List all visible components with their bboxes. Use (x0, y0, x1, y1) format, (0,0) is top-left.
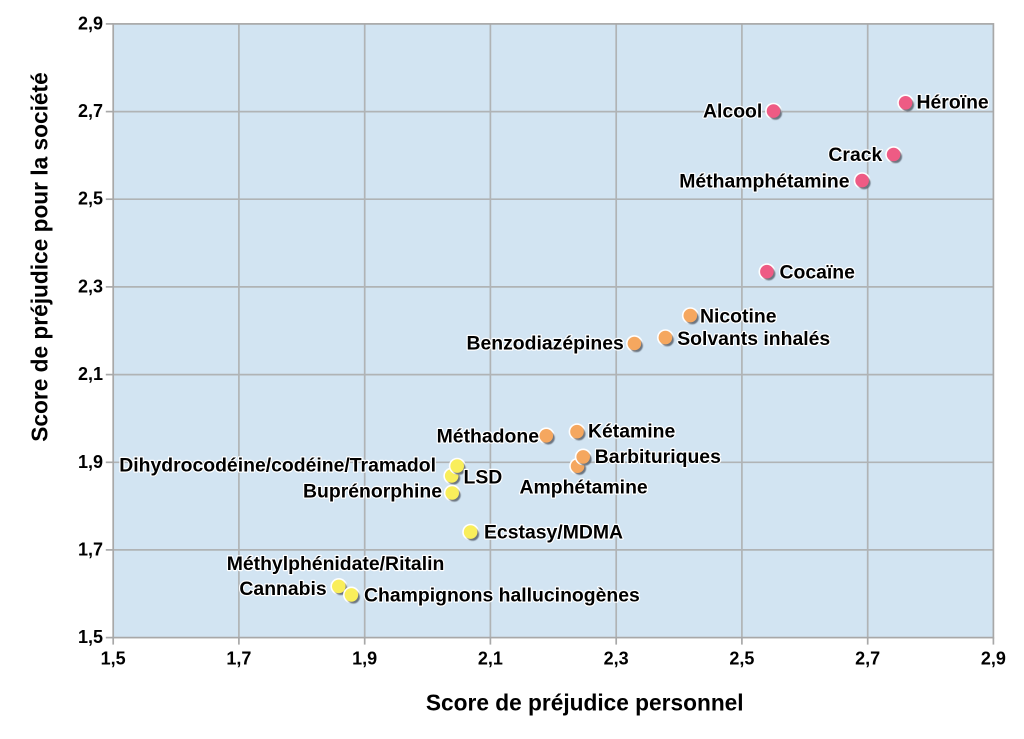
svg-text:Score de préjudice pour la soc: Score de préjudice pour la société (27, 72, 53, 441)
svg-text:Méthylphénidate/Ritalin: Méthylphénidate/Ritalin (227, 553, 445, 575)
svg-text:2,5: 2,5 (729, 648, 754, 668)
svg-text:Benzodiazépines: Benzodiazépines (466, 333, 623, 355)
svg-text:Buprénorphine: Buprénorphine (303, 481, 442, 503)
svg-text:Alcool: Alcool (703, 101, 762, 123)
svg-text:2,1: 2,1 (78, 364, 103, 384)
svg-text:2,3: 2,3 (78, 276, 103, 296)
svg-text:Champignons hallucinogènes: Champignons hallucinogènes (364, 585, 640, 607)
svg-text:Méthamphétamine: Méthamphétamine (679, 170, 849, 192)
svg-text:Kétamine: Kétamine (588, 421, 676, 443)
svg-text:1,9: 1,9 (352, 648, 377, 668)
svg-text:LSD: LSD (464, 467, 503, 489)
svg-text:Amphétamine: Amphétamine (519, 477, 647, 499)
svg-text:Nicotine: Nicotine (700, 306, 777, 328)
svg-text:2,7: 2,7 (78, 101, 103, 121)
svg-text:Solvants inhalés: Solvants inhalés (677, 328, 830, 350)
svg-text:2,9: 2,9 (78, 13, 103, 33)
svg-text:Crack: Crack (828, 144, 882, 166)
svg-text:Cocaïne: Cocaïne (780, 261, 856, 283)
svg-text:Dihydrocodéine/codéine/Tramado: Dihydrocodéine/codéine/Tramadol (119, 454, 436, 476)
svg-text:Score de préjudice personnel: Score de préjudice personnel (426, 689, 744, 715)
svg-text:Ecstasy/MDMA: Ecstasy/MDMA (484, 522, 623, 544)
svg-text:2,9: 2,9 (981, 648, 1006, 668)
svg-text:Barbituriques: Barbituriques (595, 446, 721, 468)
svg-text:1,7: 1,7 (226, 648, 251, 668)
svg-text:2,3: 2,3 (604, 648, 629, 668)
svg-text:1,9: 1,9 (78, 452, 103, 472)
svg-text:2,1: 2,1 (478, 648, 503, 668)
svg-text:1,5: 1,5 (101, 648, 126, 668)
svg-text:1,5: 1,5 (78, 627, 103, 647)
svg-text:Méthadone: Méthadone (437, 425, 540, 447)
svg-text:1,7: 1,7 (78, 539, 103, 559)
svg-text:Héroïne: Héroïne (917, 92, 989, 114)
svg-text:2,7: 2,7 (855, 648, 880, 668)
svg-text:Cannabis: Cannabis (239, 578, 326, 600)
svg-text:2,5: 2,5 (78, 189, 103, 209)
